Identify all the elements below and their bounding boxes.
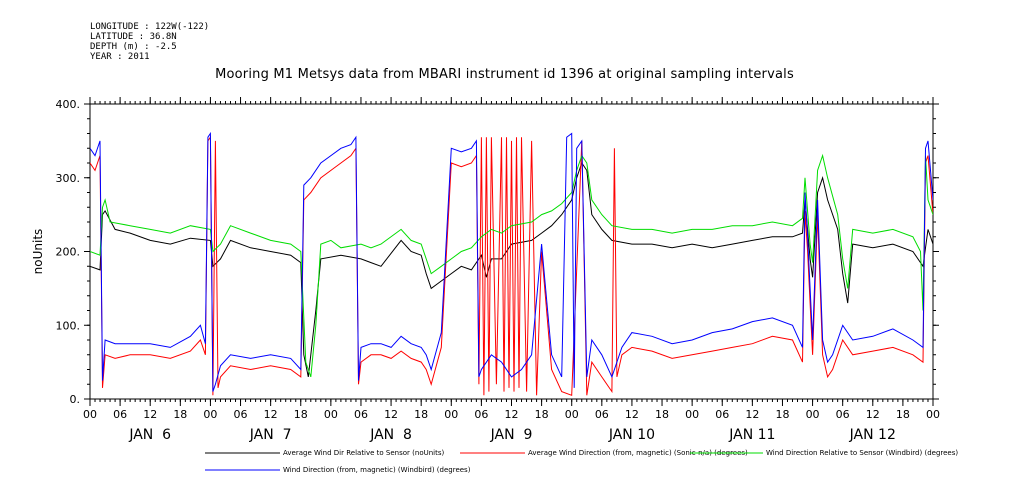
x-tick-label: 00 — [203, 408, 217, 421]
x-tick-label: 18 — [294, 408, 308, 421]
x-tick-label: 00 — [324, 408, 338, 421]
x-tick-label: 12 — [384, 408, 398, 421]
x-tick-label: 06 — [234, 408, 248, 421]
day-label: JAN 12 — [849, 427, 896, 443]
x-tick-label: 00 — [926, 408, 940, 421]
day-label: JAN 6 — [128, 427, 171, 443]
x-tick-label: 06 — [836, 408, 850, 421]
x-tick-label: 18 — [896, 408, 910, 421]
series-line-3 — [90, 153, 933, 378]
y-tick-label: 0. — [70, 393, 81, 406]
x-tick-label: 06 — [595, 408, 609, 421]
day-label: JAN 8 — [369, 427, 412, 443]
x-tick-label: 06 — [715, 408, 729, 421]
day-label: JAN 11 — [728, 427, 775, 443]
x-tick-label: 00 — [806, 408, 820, 421]
series-line-2 — [90, 135, 933, 397]
x-tick-label: 00 — [444, 408, 458, 421]
x-tick-label: 12 — [625, 408, 639, 421]
x-tick-label: 18 — [173, 408, 187, 421]
x-tick-label: 18 — [775, 408, 789, 421]
x-tick-label: 12 — [505, 408, 519, 421]
x-tick-label: 00 — [83, 408, 97, 421]
series-line-4 — [90, 131, 933, 392]
x-tick-label: 06 — [113, 408, 127, 421]
depth-label: DEPTH (m) : -2.5 — [90, 42, 177, 52]
latitude-label: LATITUDE : 36.8N — [90, 32, 177, 42]
x-tick-label: 12 — [866, 408, 880, 421]
x-tick-label: 06 — [354, 408, 368, 421]
x-tick-label: 18 — [655, 408, 669, 421]
y-tick-label: 200. — [56, 246, 81, 259]
x-tick-label: 18 — [414, 408, 428, 421]
y-tick-label: 300. — [56, 172, 81, 185]
day-label: JAN 9 — [490, 427, 533, 443]
y-tick-label: 400. — [56, 98, 81, 111]
chart-title: Mooring M1 Metsys data from MBARI instru… — [215, 67, 794, 82]
series-layer — [90, 131, 933, 397]
legend-label-3: Wind Direction Relative to Sensor (Windb… — [766, 449, 958, 457]
mooring-metadata: LONGITUDE : 122W(-122) LATITUDE : 36.8N … — [90, 22, 209, 62]
series-line-1 — [90, 161, 933, 377]
x-tick-label: 18 — [535, 408, 549, 421]
day-label: JAN 10 — [608, 427, 655, 443]
legend: Average Wind Dir Relative to Sensor (noU… — [205, 449, 958, 474]
axis-layer: 0. 100. 200. 300. 400. noUnits 00 06 12 18 00 06 12 1… — [31, 97, 940, 443]
year-label: YEAR : 2011 — [90, 52, 150, 62]
x-tick-label: 00 — [685, 408, 699, 421]
x-tick-label: 00 — [565, 408, 579, 421]
longitude-label: LONGITUDE : 122W(-122) — [90, 22, 210, 32]
legend-label-4: Wind Direction (from, magnetic) (Windbir… — [283, 466, 471, 474]
legend-label-1: Average Wind Dir Relative to Sensor (noU… — [283, 449, 444, 457]
x-tick-label: 12 — [745, 408, 759, 421]
x-tick-label: 12 — [264, 408, 278, 421]
x-tick-label: 06 — [474, 408, 488, 421]
legend-label-2: Average Wind Direction (from, magnetic) … — [528, 449, 748, 457]
y-tick-label: 100. — [56, 319, 81, 332]
x-tick-label: 12 — [143, 408, 157, 421]
day-label: JAN 7 — [249, 427, 292, 443]
y-axis-label: noUnits — [31, 229, 45, 275]
